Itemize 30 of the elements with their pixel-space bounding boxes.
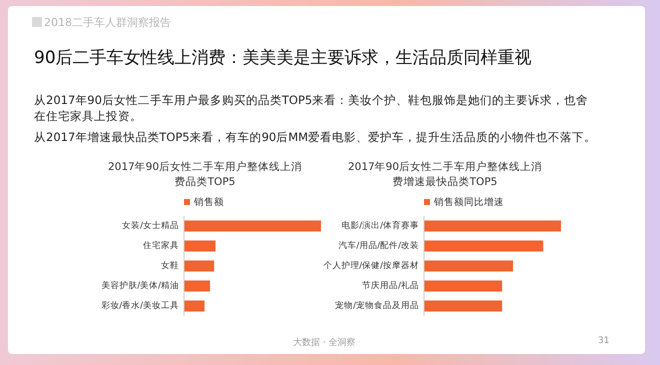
- legend-label: 销售额同比增速: [434, 197, 504, 208]
- bar: [424, 240, 544, 252]
- text: 31: [598, 336, 610, 346]
- bar: [184, 300, 205, 312]
- y-tick-label: 宠物/宠物食品及用品: [335, 300, 419, 312]
- y-tick-label: 女装/女士精品: [122, 220, 179, 232]
- chart-title: 2017年90后女性二手车用户整体线上消费增速最快品类TOP5: [346, 160, 544, 190]
- chart-title: 2017年90后女性二手车用户整体线上消费品类TOP5: [106, 160, 304, 190]
- y-tick-label: 汽车/用品/配件/改装: [338, 240, 419, 252]
- bar: [424, 300, 502, 312]
- y-tick-label: 节庆用品/礼品: [362, 280, 419, 292]
- bar: [184, 260, 214, 272]
- y-tick-label: 女鞋: [161, 260, 179, 272]
- y-tick-label: 个人护理/保健/按摩器材: [323, 260, 419, 272]
- text: 从2017年90后女性二手车用户最多购买的品类TOP5来看：美妆个护、鞋包服饰是她们的主要诉求，也舍在住宅家具上投资。: [34, 92, 590, 124]
- text: 90后二手车女性线上消费：美美美是主要诉求，生活品质同样重视: [34, 47, 532, 69]
- text: 从2017年增速最快品类TOP5来看，有车的90后MM爱看电影、爱护车，提升生活品质的小物件也不落下。: [34, 130, 598, 145]
- y-tick-label: 彩妆/香水/美妆工具: [101, 300, 179, 312]
- y-tick-label: 电影/演出/体育赛事: [341, 220, 419, 232]
- bar: [184, 280, 210, 292]
- bar: [184, 240, 216, 252]
- bar: [424, 220, 561, 232]
- bar: [424, 260, 514, 272]
- text: 大数据 · 全洞察: [293, 336, 356, 349]
- bar: [184, 220, 321, 232]
- legend-label: 销售额: [194, 197, 224, 208]
- bar: [424, 280, 502, 292]
- y-tick-label: 住宅家具: [143, 240, 179, 252]
- y-tick-label: 美容护肤/美体/精油: [101, 280, 179, 292]
- text: 2018二手车人群洞察报告: [44, 15, 171, 30]
